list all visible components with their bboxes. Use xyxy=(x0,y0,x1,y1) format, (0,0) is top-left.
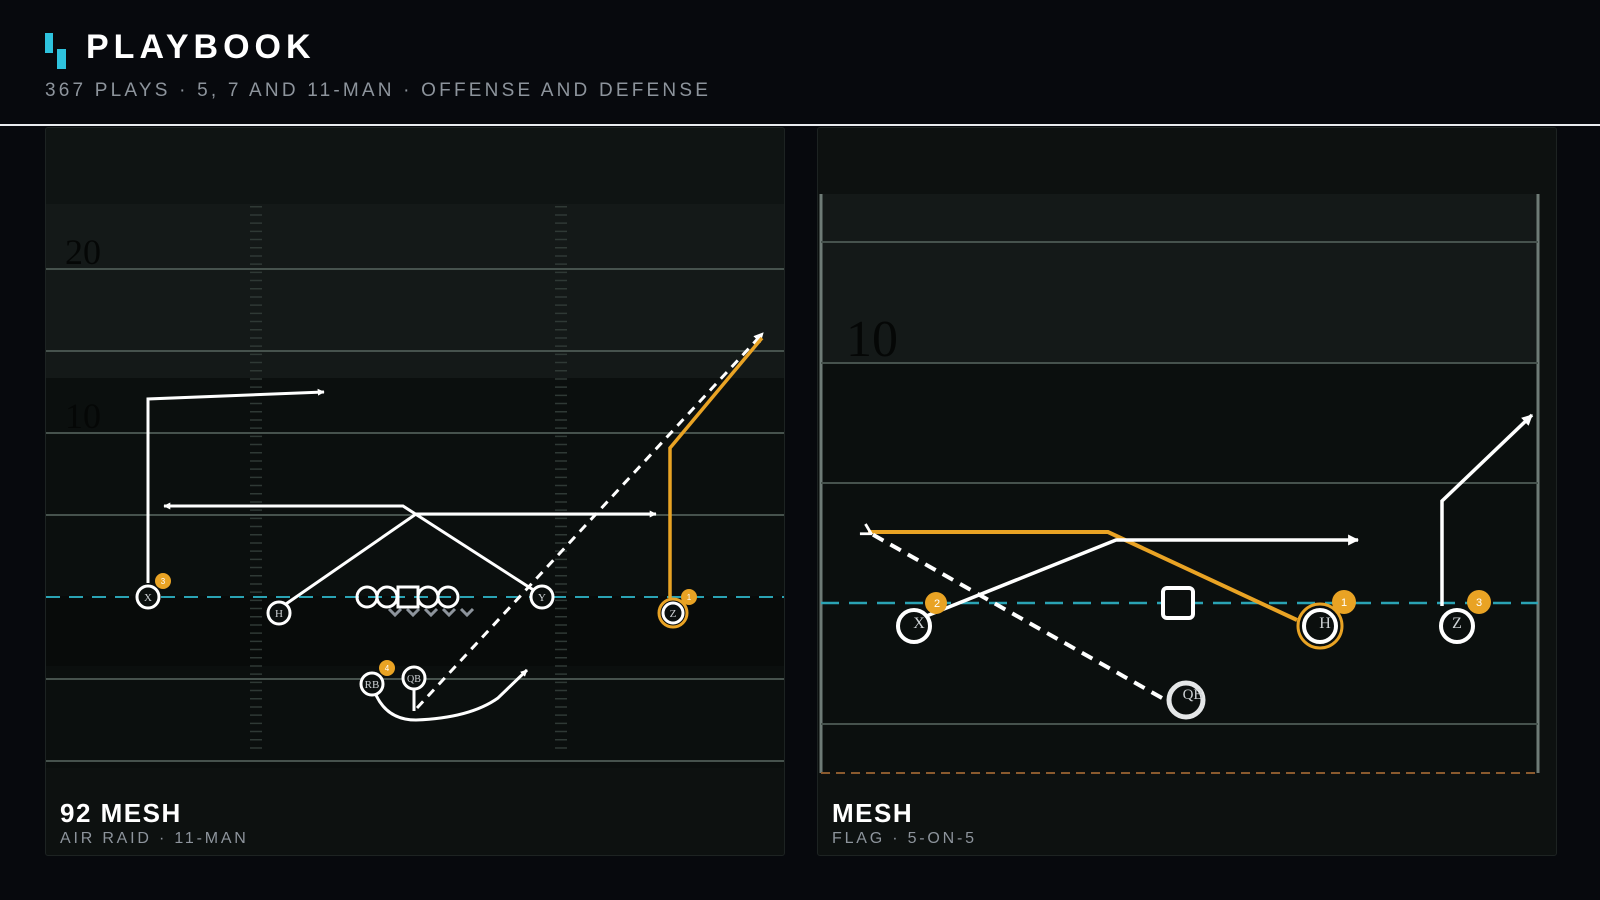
read-badge xyxy=(681,589,697,605)
read-badge xyxy=(155,573,171,589)
play-diagram: 20 10 xyxy=(46,128,784,768)
player-qb[interactable]: QB xyxy=(401,665,427,691)
yard-number: 10 xyxy=(65,396,101,436)
player-center[interactable] xyxy=(1161,586,1195,620)
playbook-logo-icon xyxy=(45,33,67,69)
player-label: X xyxy=(913,615,925,632)
field-band xyxy=(46,204,784,378)
player-x[interactable]: X 2 xyxy=(896,592,947,644)
read-number: 3 xyxy=(161,577,166,586)
player-label: H xyxy=(1319,615,1331,632)
play-card-mesh[interactable]: 10 X 2 H 1 Z 3 xyxy=(817,127,1557,856)
page-header: PLAYBOOK 367 PLAYS · 5, 7 AND 11-MAN · O… xyxy=(0,0,1600,126)
route-pass-path xyxy=(870,533,1163,700)
page-subtitle: 367 PLAYS · 5, 7 AND 11-MAN · OFFENSE AN… xyxy=(45,80,712,101)
read-number: 1 xyxy=(687,593,692,602)
player-qb[interactable]: QB xyxy=(1166,680,1206,720)
player-y[interactable]: Y xyxy=(529,584,555,610)
route-pass-path xyxy=(415,331,765,710)
player-rb[interactable]: RB 4 xyxy=(359,660,395,697)
route-x-corner xyxy=(146,388,325,583)
player-h[interactable]: H 1 xyxy=(1296,590,1356,650)
play-name: MESH xyxy=(832,798,914,828)
header-divider xyxy=(0,124,1600,126)
page-title: PLAYBOOK xyxy=(86,28,316,66)
field-band xyxy=(820,194,1539,363)
player-label: QB xyxy=(407,674,421,685)
player-label: RB xyxy=(365,679,380,691)
player-label: H xyxy=(275,608,283,620)
player-h[interactable]: H xyxy=(266,600,292,626)
route-z-primary xyxy=(668,336,764,598)
play-diagram: 10 X 2 H 1 Z 3 xyxy=(818,128,1556,774)
read-number: 1 xyxy=(1341,597,1347,609)
player-label: Z xyxy=(670,608,677,620)
yard-number: 20 xyxy=(65,232,101,272)
read-badge xyxy=(1467,590,1491,614)
read-badge xyxy=(379,660,395,676)
blocking-marks xyxy=(387,607,475,618)
player-z[interactable]: Z 3 xyxy=(1439,590,1491,644)
yard-number: 10 xyxy=(846,311,898,368)
field-band xyxy=(46,128,784,204)
route-h-primary xyxy=(868,530,1298,622)
player-label: QB xyxy=(1183,687,1204,703)
player-x[interactable]: X 3 xyxy=(135,573,171,610)
route-rb-swing xyxy=(370,668,529,722)
route-z-corner xyxy=(1440,413,1534,606)
play-name: 92 MESH xyxy=(60,798,182,828)
player-label: X xyxy=(144,592,152,604)
read-number: 2 xyxy=(934,598,940,610)
read-badge xyxy=(925,592,947,614)
play-meta: AIR RAID · 11-MAN xyxy=(60,830,249,847)
read-number: 4 xyxy=(385,664,390,673)
yard-lines xyxy=(821,241,1538,725)
player-label: Z xyxy=(1452,615,1462,632)
play-card-92-mesh[interactable]: 20 10 xyxy=(45,127,785,856)
player-z[interactable]: Z 1 xyxy=(657,589,697,629)
play-meta: FLAG · 5-ON-5 xyxy=(832,830,977,847)
field-band xyxy=(818,128,1556,194)
route-y-drag xyxy=(163,502,536,593)
player-label: Y xyxy=(538,592,546,604)
offensive-line xyxy=(355,585,460,609)
read-badge xyxy=(1332,590,1356,614)
read-number: 3 xyxy=(1476,597,1482,609)
